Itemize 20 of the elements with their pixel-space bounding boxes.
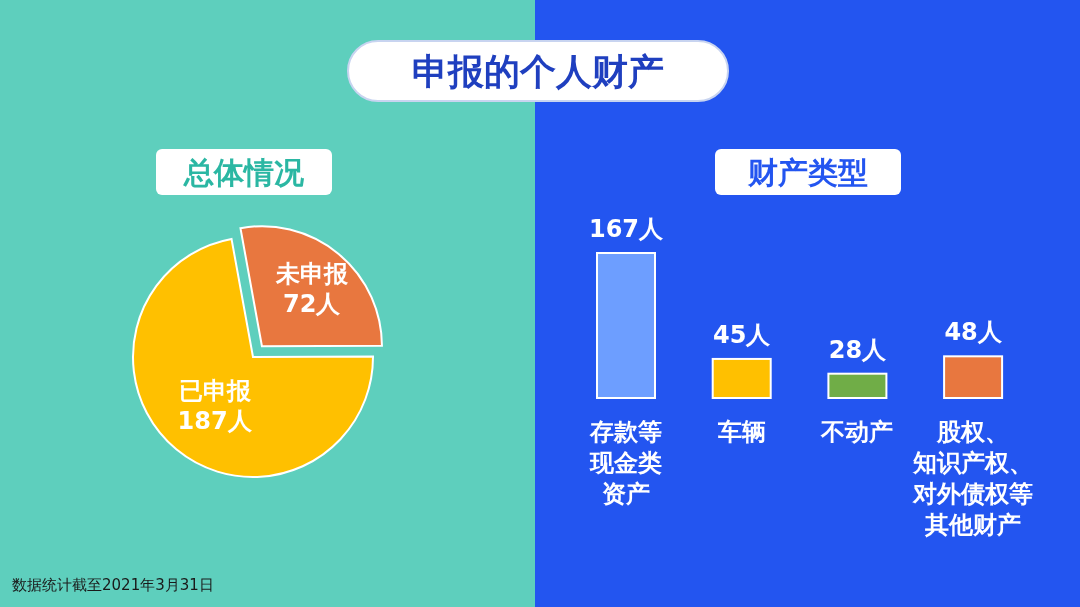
data-label: 45人 [713, 320, 772, 349]
x-tick-label: 股权、知识产权、对外债权等其他财产 [912, 418, 1034, 539]
chart-subtitle: 总体情况 [183, 155, 305, 190]
slice-label: 已申报 [178, 377, 252, 406]
data-label: 187人 [177, 407, 253, 436]
bar [943, 355, 1004, 399]
x-tick-label: 车辆 [716, 418, 766, 446]
text: 数据统计截至2021年3月31日 [12, 576, 214, 594]
x-tick-label: 存款等现金类资产 [589, 418, 662, 508]
data-label: 72人 [283, 290, 342, 319]
data-label: 28人 [828, 335, 888, 364]
text: 申报的个人财产 [412, 50, 664, 92]
chart-title: 财产类型 [747, 155, 868, 190]
bar [711, 357, 772, 399]
x-tick-label: 不动产 [820, 418, 894, 446]
bar [596, 252, 656, 399]
slice-label: 未申报 [274, 260, 349, 289]
bar [827, 372, 888, 399]
data-label: 48人 [944, 318, 1003, 347]
data-label: 167人 [588, 215, 665, 243]
